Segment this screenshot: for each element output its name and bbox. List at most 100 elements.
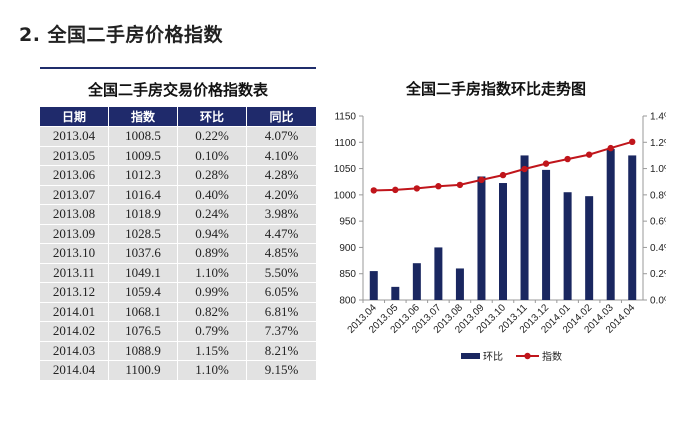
table-row: 2014.02 1076.5 0.79% 7.37%: [40, 321, 316, 341]
cell-date: 2013.08: [40, 204, 109, 224]
cell-yoy: 7.37%: [247, 321, 316, 341]
cell-mom: 0.79%: [178, 321, 247, 341]
bar-mom: [391, 286, 400, 300]
legend-bar-swatch: [461, 353, 480, 359]
cell-date: 2013.09: [40, 223, 109, 243]
bar-mom: [585, 196, 594, 300]
bar-mom: [563, 192, 572, 300]
header-mom: 环比: [178, 107, 247, 126]
cell-mom: 0.94%: [178, 223, 247, 243]
cell-mom: 0.99%: [178, 282, 247, 302]
cell-date: 2014.02: [40, 321, 109, 341]
table-row: 2013.07 1016.4 0.40% 4.20%: [40, 184, 316, 204]
cell-date: 2013.10: [40, 243, 109, 263]
left-tick-label: 950: [339, 217, 356, 228]
bar-mom: [606, 148, 615, 300]
table-row: 2013.08 1018.9 0.24% 3.98%: [40, 204, 316, 224]
bar-mom: [628, 155, 637, 300]
left-tick-label: 900: [339, 243, 356, 254]
cell-index: 1049.1: [109, 262, 178, 282]
cell-index: 1028.5: [109, 223, 178, 243]
table-divider: [40, 67, 316, 69]
cell-mom: 0.40%: [178, 184, 247, 204]
table-row: 2014.03 1088.9 1.15% 8.21%: [40, 340, 316, 360]
legend-label-index: 指数: [542, 350, 562, 363]
bar-mom: [369, 271, 378, 300]
table-row: 2013.05 1009.5 0.10% 4.10%: [40, 145, 316, 165]
cell-mom: 1.15%: [178, 340, 247, 360]
cell-date: 2013.11: [40, 262, 109, 282]
left-tick-label: 1000: [334, 190, 357, 201]
table-body: 2013.04 1008.5 0.22% 4.07% 2013.05 1009.5 0.10…: [40, 126, 316, 380]
bar-mom: [499, 183, 507, 300]
cell-date: 2013.07: [40, 184, 109, 204]
cell-mom: 0.28%: [178, 165, 247, 185]
cell-index: 1088.9: [109, 340, 178, 360]
cell-yoy: 3.98%: [247, 204, 316, 224]
bar-mom: [455, 268, 464, 300]
table-row: 2014.01 1068.1 0.82% 6.81%: [40, 301, 316, 321]
index-point: [629, 138, 636, 146]
cell-index: 1016.4: [109, 184, 178, 204]
cell-date: 2013.06: [40, 165, 109, 185]
left-tick-label: 1150: [334, 112, 356, 123]
index-point: [392, 186, 399, 194]
legend-line-marker: [524, 352, 531, 360]
cell-index: 1068.1: [109, 301, 178, 321]
cell-date: 2014.03: [40, 340, 109, 360]
cell-mom: 0.10%: [178, 145, 247, 165]
cell-yoy: 6.81%: [247, 301, 316, 321]
cell-date: 2013.12: [40, 282, 109, 302]
table-row: 2013.09 1028.5 0.94% 4.47%: [40, 223, 316, 243]
index-point: [607, 144, 614, 152]
cell-mom: 0.22%: [178, 126, 247, 146]
index-point: [370, 187, 377, 194]
left-tick-label: 850: [339, 269, 356, 280]
header-date: 日期: [40, 107, 109, 126]
cell-index: 1076.5: [109, 321, 178, 341]
cell-mom: 1.10%: [178, 360, 247, 380]
index-point: [435, 183, 442, 190]
cell-yoy: 4.47%: [247, 223, 316, 243]
cell-index: 1037.6: [109, 243, 178, 263]
table-row: 2013.04 1008.5 0.22% 4.07%: [40, 126, 316, 146]
table-row: 2013.06 1012.3 0.28% 4.28%: [40, 165, 316, 185]
right-tick-label: 0.2%: [650, 269, 666, 280]
bar-mom: [412, 263, 421, 300]
index-point: [478, 176, 485, 184]
cell-index: 1100.9: [109, 360, 178, 380]
table-row: 2013.12 1059.4 0.99% 6.05%: [40, 282, 316, 302]
cell-yoy: 5.50%: [247, 262, 316, 282]
index-point: [413, 185, 421, 192]
table-row: 2013.11 1049.1 1.10% 5.50%: [40, 262, 316, 282]
right-tick-label: 1.0%: [650, 164, 666, 175]
cell-date: 2014.04: [40, 360, 109, 380]
table-header-row: 日期 指数 环比 同比: [40, 107, 316, 126]
right-tick-label: 1.4%: [650, 112, 666, 123]
bar-mom: [477, 176, 486, 300]
trend-chart: 800 850 900 950 1000 1050 1100 1150 0.0% 0.2% 0.4%…: [334, 112, 666, 364]
index-table-panel: 全国二手房交易价格指数表 日期 指数 环比 同比 2013.04 1008.5 0.…: [40, 67, 316, 380]
table-row: 2013.10 1037.6 0.89% 4.85%: [40, 243, 316, 263]
index-point: [499, 171, 507, 179]
bar-mom: [434, 247, 443, 300]
index-point: [456, 181, 464, 189]
left-tick-label: 1100: [334, 138, 356, 149]
index-point: [564, 155, 571, 163]
cell-yoy: 4.07%: [247, 126, 316, 146]
cell-yoy: 9.15%: [247, 360, 316, 380]
right-tick-label: 0.0%: [650, 296, 666, 307]
cell-index: 1018.9: [109, 204, 178, 224]
cell-mom: 0.82%: [178, 301, 247, 321]
bar-mom: [520, 155, 529, 300]
right-tick-label: 1.2%: [650, 138, 666, 149]
cell-yoy: 4.85%: [247, 243, 316, 263]
header-index: 指数: [109, 107, 178, 126]
cell-index: 1059.4: [109, 282, 178, 302]
right-tick-label: 0.6%: [650, 217, 666, 228]
left-tick-label: 1050: [334, 164, 357, 175]
table-title: 全国二手房交易价格指数表: [87, 81, 268, 99]
index-point: [542, 160, 550, 167]
cell-yoy: 6.05%: [247, 282, 316, 302]
cell-date: 2013.05: [40, 145, 109, 165]
